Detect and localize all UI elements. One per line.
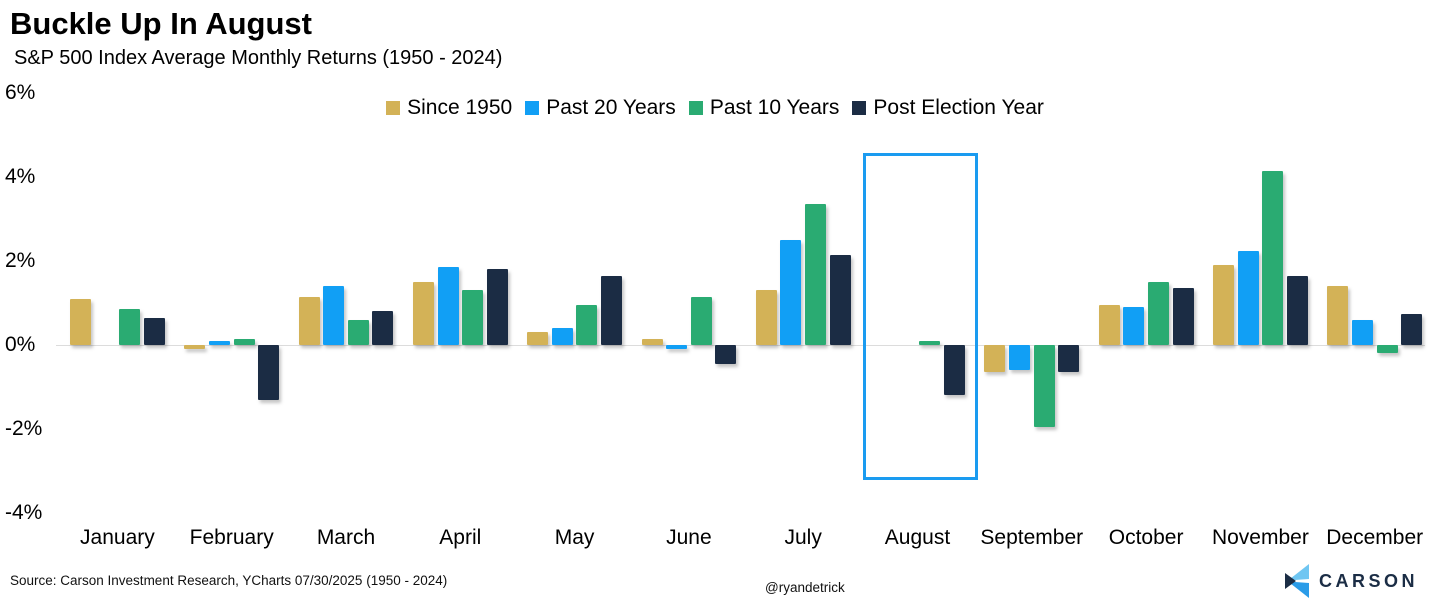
legend-item-post-election-year: Post Election Year <box>852 96 1044 120</box>
bar-october-past-10-years <box>1147 282 1169 345</box>
x-axis-label-december: December <box>1326 526 1424 549</box>
x-axis-label-march: March <box>316 526 376 549</box>
bar-may-post-election-year <box>601 275 622 345</box>
y-axis-tick-6: 6% <box>5 81 36 104</box>
zero-axis-line <box>56 345 1425 346</box>
x-axis-label-september: September <box>980 526 1084 549</box>
y-axis-tick-0: 0% <box>5 333 36 356</box>
bar-november-past-20-years <box>1237 250 1259 345</box>
bar-november-since-1950 <box>1213 265 1234 345</box>
bar-june-past-20-years <box>666 345 688 350</box>
legend-swatch-post-election-year <box>852 101 867 115</box>
legend-label: Past 20 Years <box>546 96 676 119</box>
bar-july-post-election-year <box>829 254 851 345</box>
legend-label: Past 10 Years <box>709 96 840 119</box>
carson-brand: CARSON <box>1284 564 1418 598</box>
bar-december-past-10-years <box>1376 345 1398 354</box>
legend-swatch-past-10-years <box>688 101 703 115</box>
bar-february-since-1950 <box>184 345 206 350</box>
bar-november-post-election-year <box>1286 275 1308 345</box>
bar-july-past-10-years <box>805 204 826 345</box>
bar-june-since-1950 <box>641 338 663 345</box>
bar-may-past-10-years <box>576 305 598 345</box>
bar-september-post-election-year <box>1058 345 1080 373</box>
x-axis-label-july: July <box>784 526 822 549</box>
bar-december-since-1950 <box>1327 286 1349 345</box>
bar-july-past-20-years <box>780 240 802 345</box>
bar-november-past-10-years <box>1262 170 1284 345</box>
bar-march-past-20-years <box>323 286 345 345</box>
y-axis-tick-2: 2% <box>5 249 36 272</box>
bar-april-post-election-year <box>486 269 508 345</box>
bar-february-post-election-year <box>258 345 280 400</box>
bar-august-past-10-years <box>919 340 941 345</box>
x-axis-label-may: May <box>554 526 595 549</box>
x-axis-label-june: June <box>666 526 712 549</box>
x-axis-label-april: April <box>439 526 482 549</box>
august-highlight-box <box>863 153 978 480</box>
legend-item-past-10-years: Past 10 Years <box>688 96 840 120</box>
y-axis-tick--4: -4% <box>5 501 43 524</box>
bar-july-since-1950 <box>755 290 777 345</box>
bar-may-past-20-years <box>551 328 573 345</box>
bar-september-past-10-years <box>1033 345 1055 427</box>
x-axis-label-january: January <box>80 526 155 549</box>
legend-swatch-past-20-years <box>525 101 540 115</box>
bar-october-past-20-years <box>1123 307 1145 345</box>
bar-may-since-1950 <box>527 332 549 345</box>
bar-january-post-election-year <box>143 317 165 345</box>
legend-swatch-since-1950 <box>386 101 401 115</box>
bar-april-past-20-years <box>437 267 459 345</box>
bar-august-post-election-year <box>943 345 965 396</box>
bar-march-since-1950 <box>298 296 320 345</box>
bar-march-post-election-year <box>372 311 394 345</box>
bar-december-post-election-year <box>1401 313 1423 345</box>
chart-subtitle: S&P 500 Index Average Monthly Returns (1… <box>14 47 503 69</box>
source-note: Source: Carson Investment Research, YCha… <box>10 573 448 588</box>
bar-october-since-1950 <box>1098 305 1120 345</box>
carson-logo-text: CARSON <box>1318 570 1418 591</box>
bar-april-since-1950 <box>412 282 434 345</box>
x-axis-label-november: November <box>1211 526 1309 549</box>
legend-label: Post Election Year <box>873 96 1044 119</box>
bar-october-post-election-year <box>1172 288 1194 345</box>
chart-legend: Since 1950 Past 20 Years Past 10 Years P… <box>0 96 1430 120</box>
y-axis-tick-4: 4% <box>5 165 36 188</box>
bar-january-since-1950 <box>70 298 91 345</box>
x-axis-label-february: February <box>189 526 274 549</box>
bar-february-past-20-years <box>208 340 230 345</box>
x-axis-label-august: August <box>884 526 951 549</box>
bar-march-past-10-years <box>347 319 369 345</box>
bar-january-past-10-years <box>119 309 141 345</box>
carson-logo-icon <box>1284 564 1309 598</box>
bar-december-past-20-years <box>1351 319 1373 345</box>
author-handle: @ryandetrick <box>765 580 845 595</box>
page-title: Buckle Up In August <box>10 6 312 41</box>
legend-item-since-1950: Since 1950 <box>386 96 512 120</box>
bar-february-past-10-years <box>233 338 255 345</box>
y-axis-tick--2: -2% <box>5 417 43 440</box>
bar-september-since-1950 <box>984 345 1006 373</box>
bar-june-past-10-years <box>690 296 712 345</box>
bar-june-post-election-year <box>715 345 737 364</box>
bar-september-past-20-years <box>1009 345 1030 371</box>
x-axis-label-october: October <box>1108 526 1184 549</box>
legend-label: Since 1950 <box>407 96 513 119</box>
bar-april-past-10-years <box>462 290 484 345</box>
legend-item-past-20-years: Past 20 Years <box>525 96 676 120</box>
